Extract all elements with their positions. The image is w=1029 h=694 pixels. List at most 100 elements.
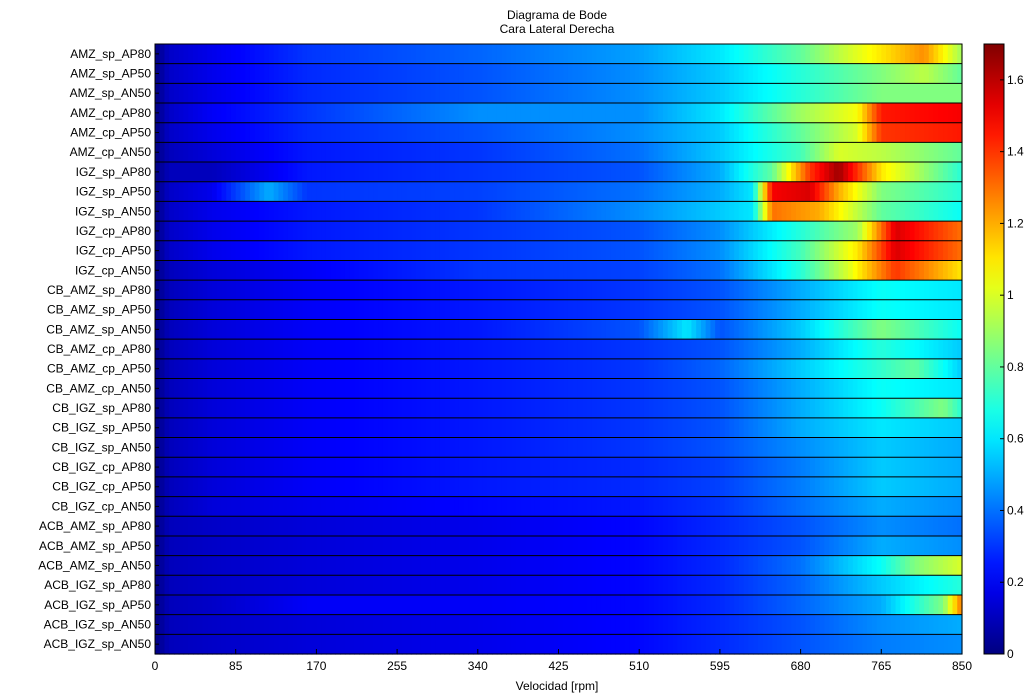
heatmap-cell	[501, 142, 507, 163]
heatmap-cell	[254, 221, 261, 242]
heatmap-cell	[895, 437, 901, 458]
heatmap-cell	[373, 280, 379, 301]
heatmap-cell	[715, 496, 721, 517]
heatmap-cell	[202, 201, 208, 222]
heatmap-cell	[511, 437, 517, 458]
heatmap-cell	[786, 260, 792, 281]
heatmap-cell	[306, 555, 313, 576]
heatmap-cell	[810, 83, 816, 104]
heatmap-cell	[425, 299, 431, 321]
heatmap-cell	[482, 103, 488, 124]
heatmap-cell	[586, 516, 593, 537]
heatmap-cell	[544, 280, 550, 301]
heatmap-cell	[729, 299, 735, 321]
heatmap-cell	[363, 122, 370, 143]
heatmap-cell	[292, 614, 299, 635]
heatmap-cell	[762, 299, 768, 321]
heatmap-cell	[202, 221, 208, 242]
heatmap-cell	[506, 260, 512, 281]
heatmap-cell	[344, 358, 351, 380]
heatmap-cell	[321, 319, 327, 340]
heatmap-cell	[387, 44, 393, 65]
heatmap-cell	[477, 63, 484, 84]
heatmap-cell	[496, 496, 503, 517]
heatmap-cell	[340, 162, 346, 183]
heatmap-cell	[748, 496, 754, 517]
heatmap-cell	[700, 555, 707, 576]
heatmap-cell	[814, 280, 821, 301]
heatmap-cell	[316, 476, 322, 498]
heatmap-cell	[681, 240, 688, 262]
heatmap-cell	[477, 575, 484, 596]
heatmap-cell	[805, 63, 811, 84]
heatmap-cell	[748, 417, 754, 439]
heatmap-cell	[643, 555, 650, 576]
heatmap-cell	[511, 496, 517, 517]
heatmap-cell	[795, 201, 802, 222]
heatmap-cell	[639, 516, 645, 537]
heatmap-cell	[881, 142, 887, 163]
heatmap-cell	[890, 457, 897, 478]
heatmap-cell	[264, 103, 270, 124]
heatmap-cell	[183, 614, 189, 635]
heatmap-cell	[767, 398, 773, 419]
heatmap-cell	[463, 63, 469, 84]
heatmap-cell	[477, 280, 484, 301]
heatmap-cell	[558, 417, 564, 439]
heatmap-cell	[420, 240, 427, 262]
heatmap-cell	[667, 496, 674, 517]
heatmap-cell	[567, 476, 574, 498]
heatmap-cell	[463, 476, 469, 498]
heatmap-cell	[667, 555, 674, 576]
heatmap-cell	[819, 240, 825, 262]
heatmap-cell	[919, 299, 925, 321]
heatmap-cell	[938, 162, 944, 183]
heatmap-cell	[843, 417, 849, 439]
heatmap-cell	[207, 575, 213, 596]
heatmap-cell	[164, 358, 170, 380]
heatmap-cell	[819, 162, 825, 183]
heatmap-cell	[957, 201, 963, 222]
heatmap-cell	[681, 103, 688, 124]
heatmap-cell	[539, 122, 545, 143]
heatmap-cell	[867, 594, 873, 616]
heatmap-cell	[791, 122, 797, 143]
heatmap-cell	[928, 299, 935, 321]
heatmap-cell	[582, 417, 588, 439]
heatmap-cell	[192, 260, 199, 281]
heatmap-cell	[596, 221, 602, 242]
heatmap-cell	[586, 594, 593, 616]
heatmap-cell	[368, 63, 374, 84]
heatmap-cell	[639, 457, 645, 478]
heatmap-cell	[909, 457, 916, 478]
heatmap-cell	[838, 44, 844, 65]
heatmap-cell	[582, 535, 588, 557]
heatmap-cell	[264, 142, 270, 163]
heatmap-cell	[359, 122, 365, 143]
heatmap-cell	[620, 319, 626, 340]
heatmap-cell	[772, 437, 778, 458]
heatmap-cell	[819, 201, 825, 222]
heatmap-cell	[943, 83, 949, 104]
heatmap-cell	[444, 181, 450, 203]
heatmap-cell	[691, 496, 697, 517]
heatmap-cell	[767, 162, 773, 183]
heatmap-cell	[373, 535, 379, 557]
heatmap-cell	[601, 260, 607, 281]
heatmap-cell	[240, 280, 246, 301]
heatmap-cell	[648, 63, 655, 84]
heatmap-cell	[226, 594, 232, 616]
heatmap-cell	[890, 83, 897, 104]
heatmap-cell	[506, 398, 512, 419]
heatmap-cell	[605, 122, 612, 143]
heatmap-cell	[753, 83, 759, 104]
heatmap-cell	[881, 162, 887, 183]
heatmap-cell	[900, 319, 906, 340]
heatmap-cell	[871, 201, 878, 222]
heatmap-cell	[397, 260, 403, 281]
heatmap-cell	[544, 378, 550, 399]
heatmap-cell	[401, 221, 408, 242]
heatmap-cell	[819, 358, 825, 380]
heatmap-cell	[216, 299, 223, 321]
heatmap-cell	[368, 535, 374, 557]
